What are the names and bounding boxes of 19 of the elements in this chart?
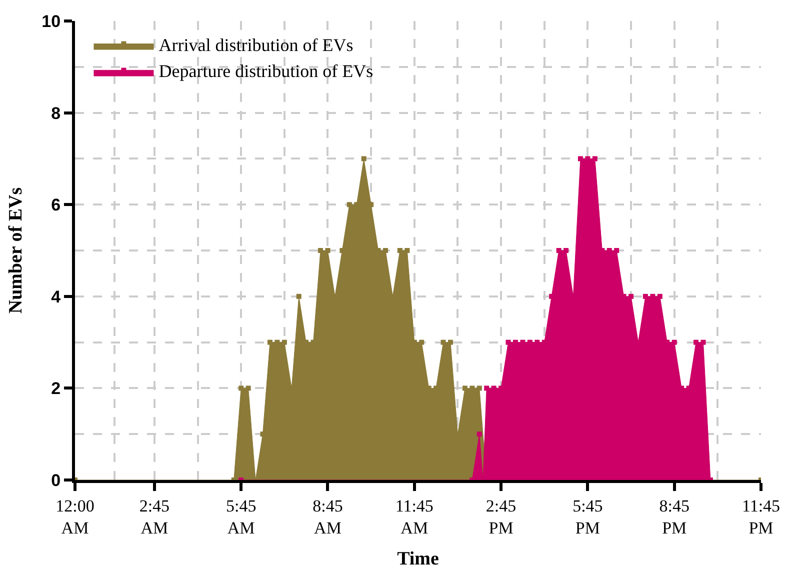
y-tick-label: 4 bbox=[51, 287, 62, 306]
x-tick-label: 2:45 PM bbox=[486, 496, 516, 538]
y-tick-label: 10 bbox=[42, 12, 61, 31]
y-axis-title: Number of EVs bbox=[6, 187, 27, 314]
x-tick-label: 8:45 AM bbox=[312, 496, 343, 538]
x-tick-label: 11:45 AM bbox=[395, 496, 434, 538]
y-tick-label: 8 bbox=[51, 104, 61, 123]
x-tick-label: 8:45 PM bbox=[659, 496, 690, 538]
y-tick-label: 2 bbox=[51, 379, 61, 398]
legend-label: Arrival distribution of EVs bbox=[158, 34, 354, 55]
legend-label: Departure distribution of EVs bbox=[158, 61, 374, 82]
y-tick-label: 0 bbox=[51, 470, 61, 490]
x-tick-label: 2:45 AM bbox=[139, 496, 170, 538]
y-tick-label: 6 bbox=[51, 196, 61, 215]
x-tick-label: 5:45 PM bbox=[572, 496, 603, 538]
x-axis-title: Time bbox=[397, 548, 439, 570]
x-tick-label: 12:00 AM bbox=[56, 496, 94, 538]
x-tick-label: 5:45 AM bbox=[226, 496, 256, 538]
x-tick-label: 11:45 PM bbox=[742, 496, 780, 538]
